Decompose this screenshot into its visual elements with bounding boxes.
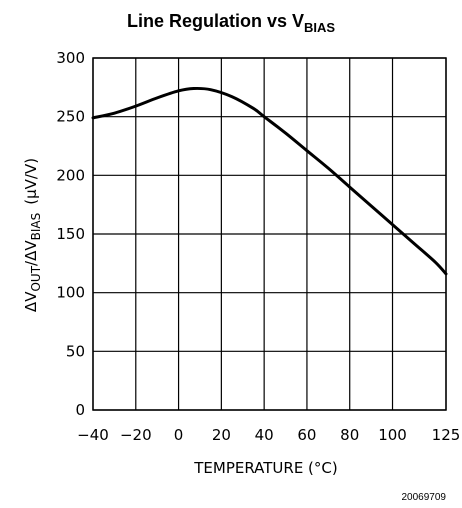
x-tick-label: −40 [77, 426, 109, 444]
y-tick-label: 50 [66, 342, 85, 360]
y-tick-label: 200 [56, 166, 85, 184]
y-tick-label: 100 [56, 284, 85, 302]
chart-title: Line Regulation vs VBIAS [127, 11, 335, 35]
y-label-delta-bias: ΔV [22, 240, 40, 261]
series-line [91, 86, 448, 276]
y-tick-label: 150 [56, 225, 85, 243]
x-tick-label: 60 [297, 426, 316, 444]
x-tick-label: −20 [120, 426, 152, 444]
y-label-delta-out: ΔV [22, 291, 40, 312]
y-label-units: (μV/V) [22, 158, 40, 205]
chart-title-subscript: BIAS [304, 20, 335, 35]
x-tick-labels: −40 −20 0 20 40 60 80 100 125 [77, 426, 460, 444]
y-label-out-subscript: OUT [29, 265, 43, 291]
x-tick-label: 80 [340, 426, 359, 444]
x-tick-label: 125 [432, 426, 461, 444]
x-tick-label: 100 [378, 426, 407, 444]
x-tick-label: 20 [212, 426, 231, 444]
y-tick-labels: 0 50 100 150 200 250 300 [56, 49, 85, 419]
y-label-bias-subscript: BIAS [29, 213, 43, 241]
y-label-slash: / [22, 260, 40, 266]
y-axis-label: ΔVOUT/ΔVBIAS(μV/V) [22, 158, 43, 312]
grid [92, 57, 447, 411]
x-axis-label: TEMPERATURE (°C) [193, 459, 338, 477]
x-tick-label: 0 [174, 426, 184, 444]
figure-id: 20069709 [402, 492, 447, 503]
y-tick-label: 300 [56, 49, 85, 67]
plot-frame [92, 57, 447, 411]
chart-title-main: Line Regulation vs V [127, 11, 304, 31]
x-tick-label: 40 [255, 426, 274, 444]
y-tick-label: 250 [56, 108, 85, 126]
y-tick-label: 0 [75, 401, 85, 419]
